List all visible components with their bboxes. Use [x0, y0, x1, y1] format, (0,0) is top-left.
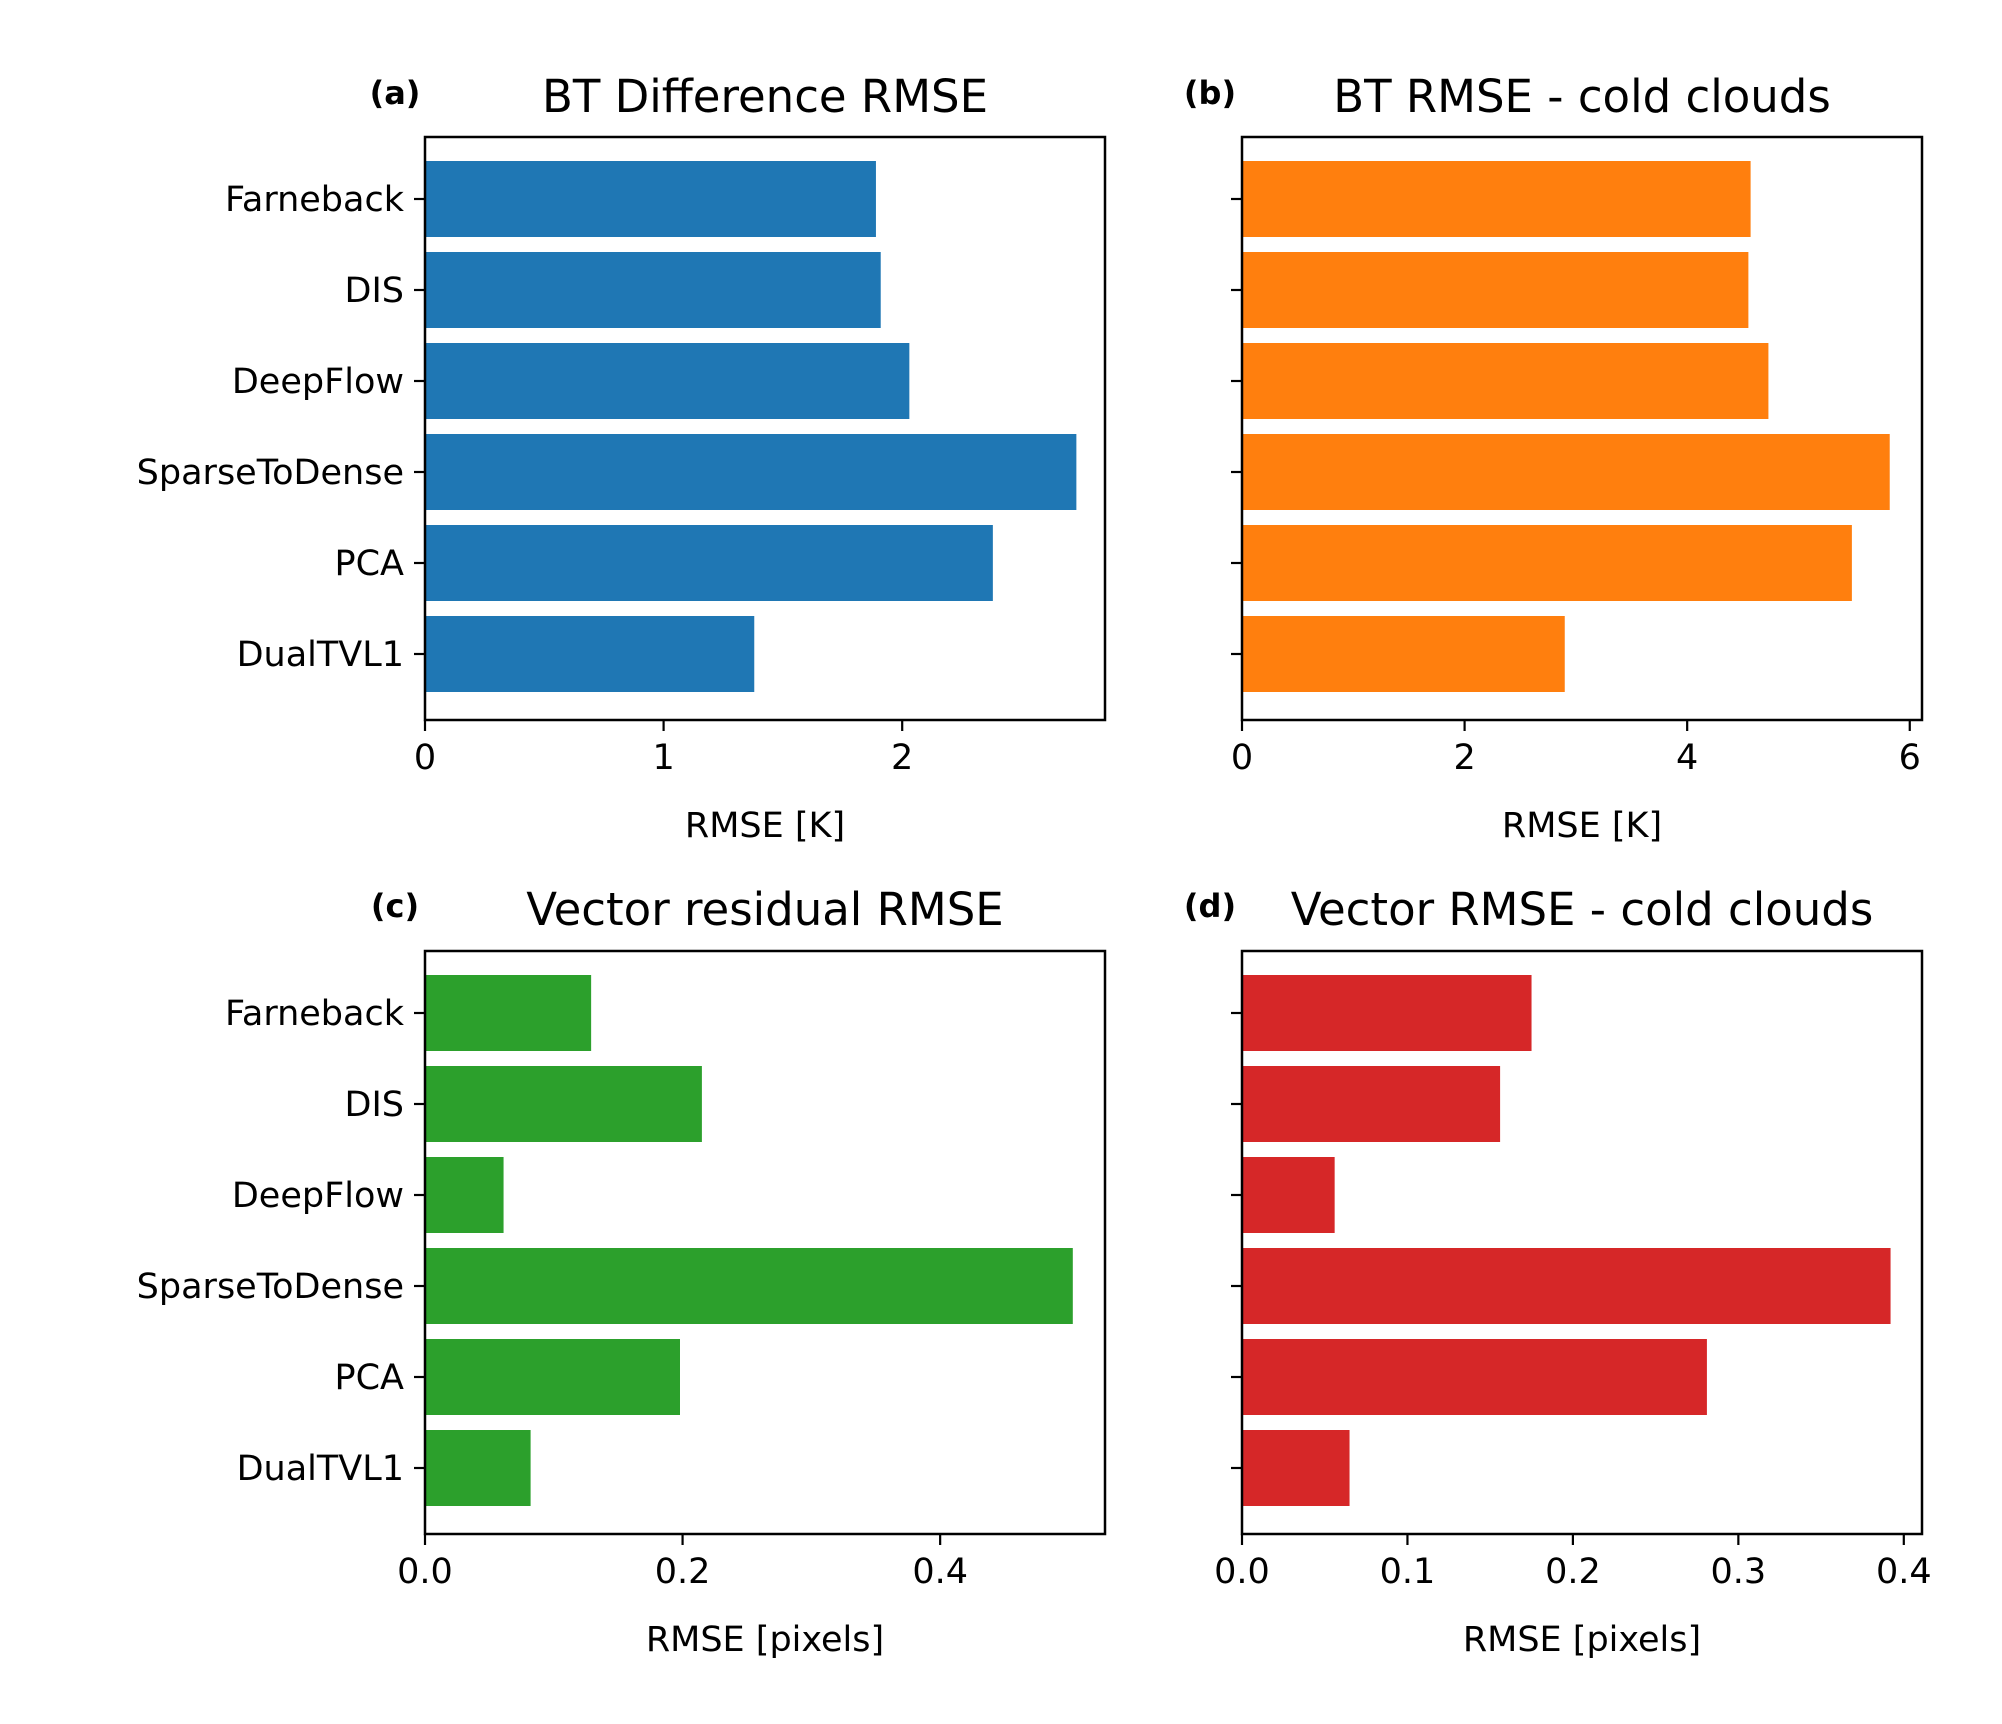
panel-d-plot: 0.0 0.1 0.2 0.3 0.4 — [1214, 975, 1932, 1592]
panel-a-y-tick-label-pca: PCA — [335, 544, 405, 584]
panel-a-plot: Farneback DIS DeepFlow SparseToDense PCA Dual… — [137, 161, 1077, 778]
panel-b-letter: (b) — [1184, 74, 1236, 112]
panel-c-bar-pca — [425, 1339, 680, 1415]
panel-a-y-tick-label-deepflow: DeepFlow — [232, 362, 404, 402]
panel-b-bar-farneback — [1242, 161, 1751, 237]
panel-c-bar-farneback — [425, 975, 592, 1051]
panel-a-bar-pca — [425, 525, 993, 601]
panel-d-bar-dis — [1242, 1066, 1501, 1142]
panel-b: (b) BT RMSE - cold clouds 0 2 4 6 RMSE [K] — [1184, 70, 1924, 846]
panel-d-x-tick-label-3: 0.3 — [1711, 1552, 1767, 1592]
panel-c-y-tick-label-dis: DIS — [345, 1085, 405, 1125]
panel-c-y-tick-label-pca: PCA — [335, 1358, 405, 1398]
panel-a: (a) BT Difference RMSE Farneback DIS DeepF… — [137, 70, 1107, 846]
panel-a-bar-dis — [425, 252, 881, 328]
panel-a-x-tick-label-1: 1 — [652, 738, 674, 778]
panel-a-bar-sparsetodense — [425, 434, 1077, 510]
panel-d-bar-pca — [1242, 1339, 1707, 1415]
panel-b-x-axis-label: RMSE [K] — [1502, 806, 1662, 846]
panel-a-letter: (a) — [370, 74, 421, 112]
panel-d-axes-frame — [1240, 949, 1924, 1536]
panel-d-bar-sparsetodense — [1242, 1248, 1891, 1324]
panel-c-bar-dualtvl1 — [425, 1430, 531, 1506]
panel-b-x-tick-label-0: 0 — [1231, 738, 1253, 778]
panel-d-title: Vector RMSE - cold clouds — [1291, 883, 1874, 936]
panel-a-y-tick-label-farneback: Farneback — [225, 180, 405, 220]
panel-c-x-tick-label-1: 0.2 — [655, 1552, 711, 1592]
panel-a-axes-frame — [423, 135, 1107, 722]
panel-c-title: Vector residual RMSE — [526, 883, 1003, 936]
panel-a-bar-deepflow — [425, 343, 910, 419]
panel-c-bar-deepflow — [425, 1157, 504, 1233]
panel-b-x-tick-label-1: 2 — [1453, 738, 1475, 778]
panel-b-bar-dualtvl1 — [1242, 616, 1565, 692]
panel-c-axes-frame — [423, 949, 1107, 1536]
panel-c-letter: (c) — [371, 887, 419, 925]
panel-d-x-tick-label-0: 0.0 — [1214, 1552, 1270, 1592]
panel-d-x-tick-label-2: 0.2 — [1545, 1552, 1601, 1592]
panel-a-y-tick-label-sparsetodense: SparseToDense — [137, 453, 404, 493]
panel-c-y-tick-label-sparsetodense: SparseToDense — [137, 1267, 404, 1307]
panel-b-plot: 0 2 4 6 — [1231, 161, 1921, 778]
panel-c-x-axis-label: RMSE [pixels] — [646, 1620, 884, 1660]
panel-b-bar-deepflow — [1242, 343, 1769, 419]
panel-c-y-tick-label-farneback: Farneback — [225, 994, 405, 1034]
panel-d-x-tick-label-1: 0.1 — [1380, 1552, 1436, 1592]
panel-a-x-tick-label-0: 0 — [414, 738, 436, 778]
panel-a-title: BT Difference RMSE — [542, 70, 988, 123]
panel-b-axes-frame — [1240, 135, 1924, 722]
panel-d-x-axis-label: RMSE [pixels] — [1463, 1620, 1701, 1660]
panel-a-y-tick-label-dis: DIS — [345, 271, 405, 311]
panel-c: (c) Vector residual RMSE Farneback DIS Dee… — [137, 883, 1107, 1660]
panel-b-x-tick-label-3: 6 — [1899, 738, 1921, 778]
panel-c-bar-dis — [425, 1066, 702, 1142]
panel-d-bar-deepflow — [1242, 1157, 1335, 1233]
panel-d-bar-dualtvl1 — [1242, 1430, 1350, 1506]
panel-a-bar-dualtvl1 — [425, 616, 755, 692]
panel-d: (d) Vector RMSE - cold clouds 0.0 0.1 0.2 0… — [1184, 883, 1932, 1660]
panel-a-x-tick-label-2: 2 — [891, 738, 913, 778]
panel-a-bar-farneback — [425, 161, 876, 237]
panel-c-x-tick-label-2: 0.4 — [912, 1552, 968, 1592]
panel-d-letter: (d) — [1184, 887, 1236, 925]
panel-c-y-tick-label-dualtvl1: DualTVL1 — [237, 1449, 404, 1489]
panel-b-bar-dis — [1242, 252, 1749, 328]
panel-a-x-axis-label: RMSE [K] — [685, 806, 845, 846]
panel-c-bar-sparsetodense — [425, 1248, 1073, 1324]
panel-b-x-tick-label-2: 4 — [1676, 738, 1698, 778]
panel-c-plot: Farneback DIS DeepFlow SparseToDense PCA Dual… — [137, 975, 1073, 1592]
panel-d-x-tick-label-4: 0.4 — [1876, 1552, 1932, 1592]
panel-d-bar-farneback — [1242, 975, 1532, 1051]
panel-c-y-tick-label-deepflow: DeepFlow — [232, 1176, 404, 1216]
panel-c-x-tick-label-0: 0.0 — [397, 1552, 453, 1592]
panel-b-bar-pca — [1242, 525, 1852, 601]
panel-a-y-tick-label-dualtvl1: DualTVL1 — [237, 635, 404, 675]
panel-b-title: BT RMSE - cold clouds — [1333, 70, 1831, 123]
panel-b-bar-sparsetodense — [1242, 434, 1890, 510]
